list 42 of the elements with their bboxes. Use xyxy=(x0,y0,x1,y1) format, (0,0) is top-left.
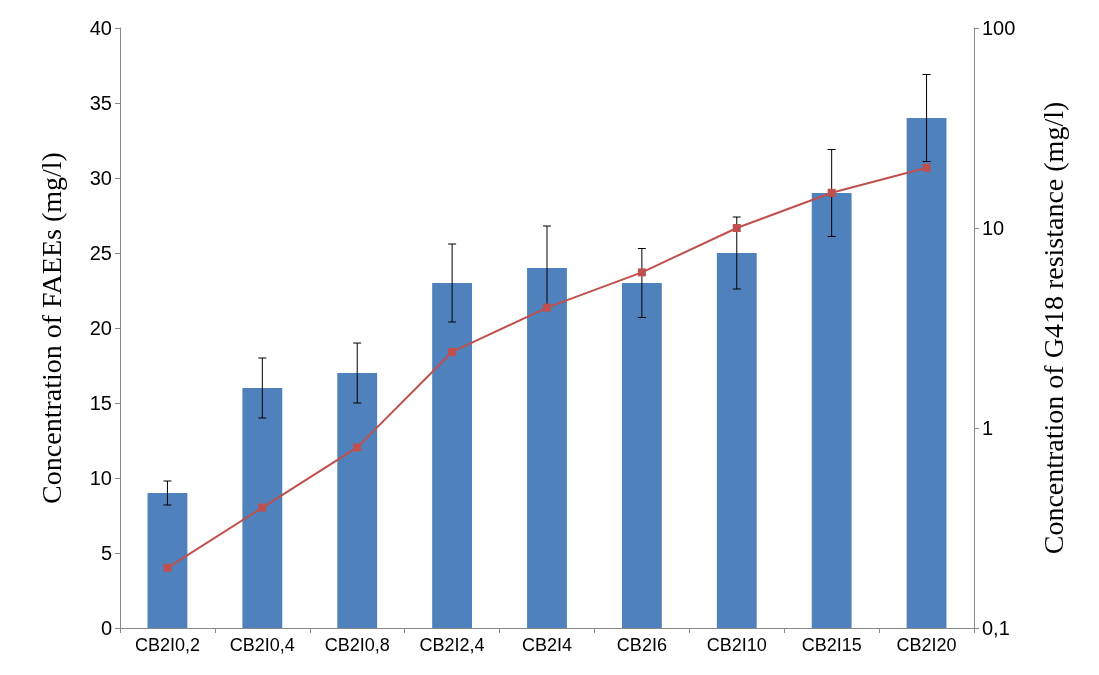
y2-tick-label: 10 xyxy=(982,217,1005,239)
point xyxy=(258,503,267,512)
bar xyxy=(906,118,947,628)
point xyxy=(543,303,551,312)
bar xyxy=(337,373,378,628)
bar xyxy=(621,283,662,628)
x-tick-label: CB2I6 xyxy=(616,635,667,655)
bar xyxy=(242,388,283,628)
point xyxy=(353,443,362,452)
y-tick-label: 25 xyxy=(89,242,112,264)
x-tick-label: CB2I10 xyxy=(706,635,767,655)
x-tick-label: CB2I20 xyxy=(896,635,957,655)
x-tick-label: CB2I0,2 xyxy=(134,635,200,655)
y-tick-label: 40 xyxy=(89,17,112,39)
point xyxy=(163,563,172,572)
bar xyxy=(527,268,567,628)
point xyxy=(637,268,646,277)
point xyxy=(922,163,931,172)
y-tick-label: 35 xyxy=(89,92,112,114)
y-tick-label: 10 xyxy=(89,467,112,489)
y-tick-label: 30 xyxy=(89,167,112,189)
bar xyxy=(432,283,473,628)
x-tick-label: CB2I0,4 xyxy=(229,635,295,655)
y-tick-label: 20 xyxy=(89,317,112,339)
x-tick-label: CB2I0,8 xyxy=(324,635,390,655)
y2-tick-label: 0,1 xyxy=(982,617,1010,639)
point xyxy=(827,188,836,197)
y-tick-label: 15 xyxy=(89,392,112,414)
x-tick-label: CB2I4 xyxy=(521,635,573,655)
y-tick-label: 5 xyxy=(100,542,112,564)
x-tick-label: CB2I15 xyxy=(801,635,862,655)
bar xyxy=(716,253,757,628)
y2-tick-label: 1 xyxy=(982,417,994,439)
y-axis-title: Concentration of FAEEs (mg/l) xyxy=(35,152,67,504)
y2-tick-label: 100 xyxy=(982,17,1016,39)
y2-axis-title: Concentration of G418 resistance (mg/l) xyxy=(1037,101,1069,555)
point xyxy=(448,347,457,356)
x-tick-label: CB2I2,4 xyxy=(419,635,485,655)
bar xyxy=(811,193,852,628)
point xyxy=(732,224,741,232)
bar xyxy=(147,493,188,628)
y-tick-label: 0 xyxy=(100,617,112,639)
